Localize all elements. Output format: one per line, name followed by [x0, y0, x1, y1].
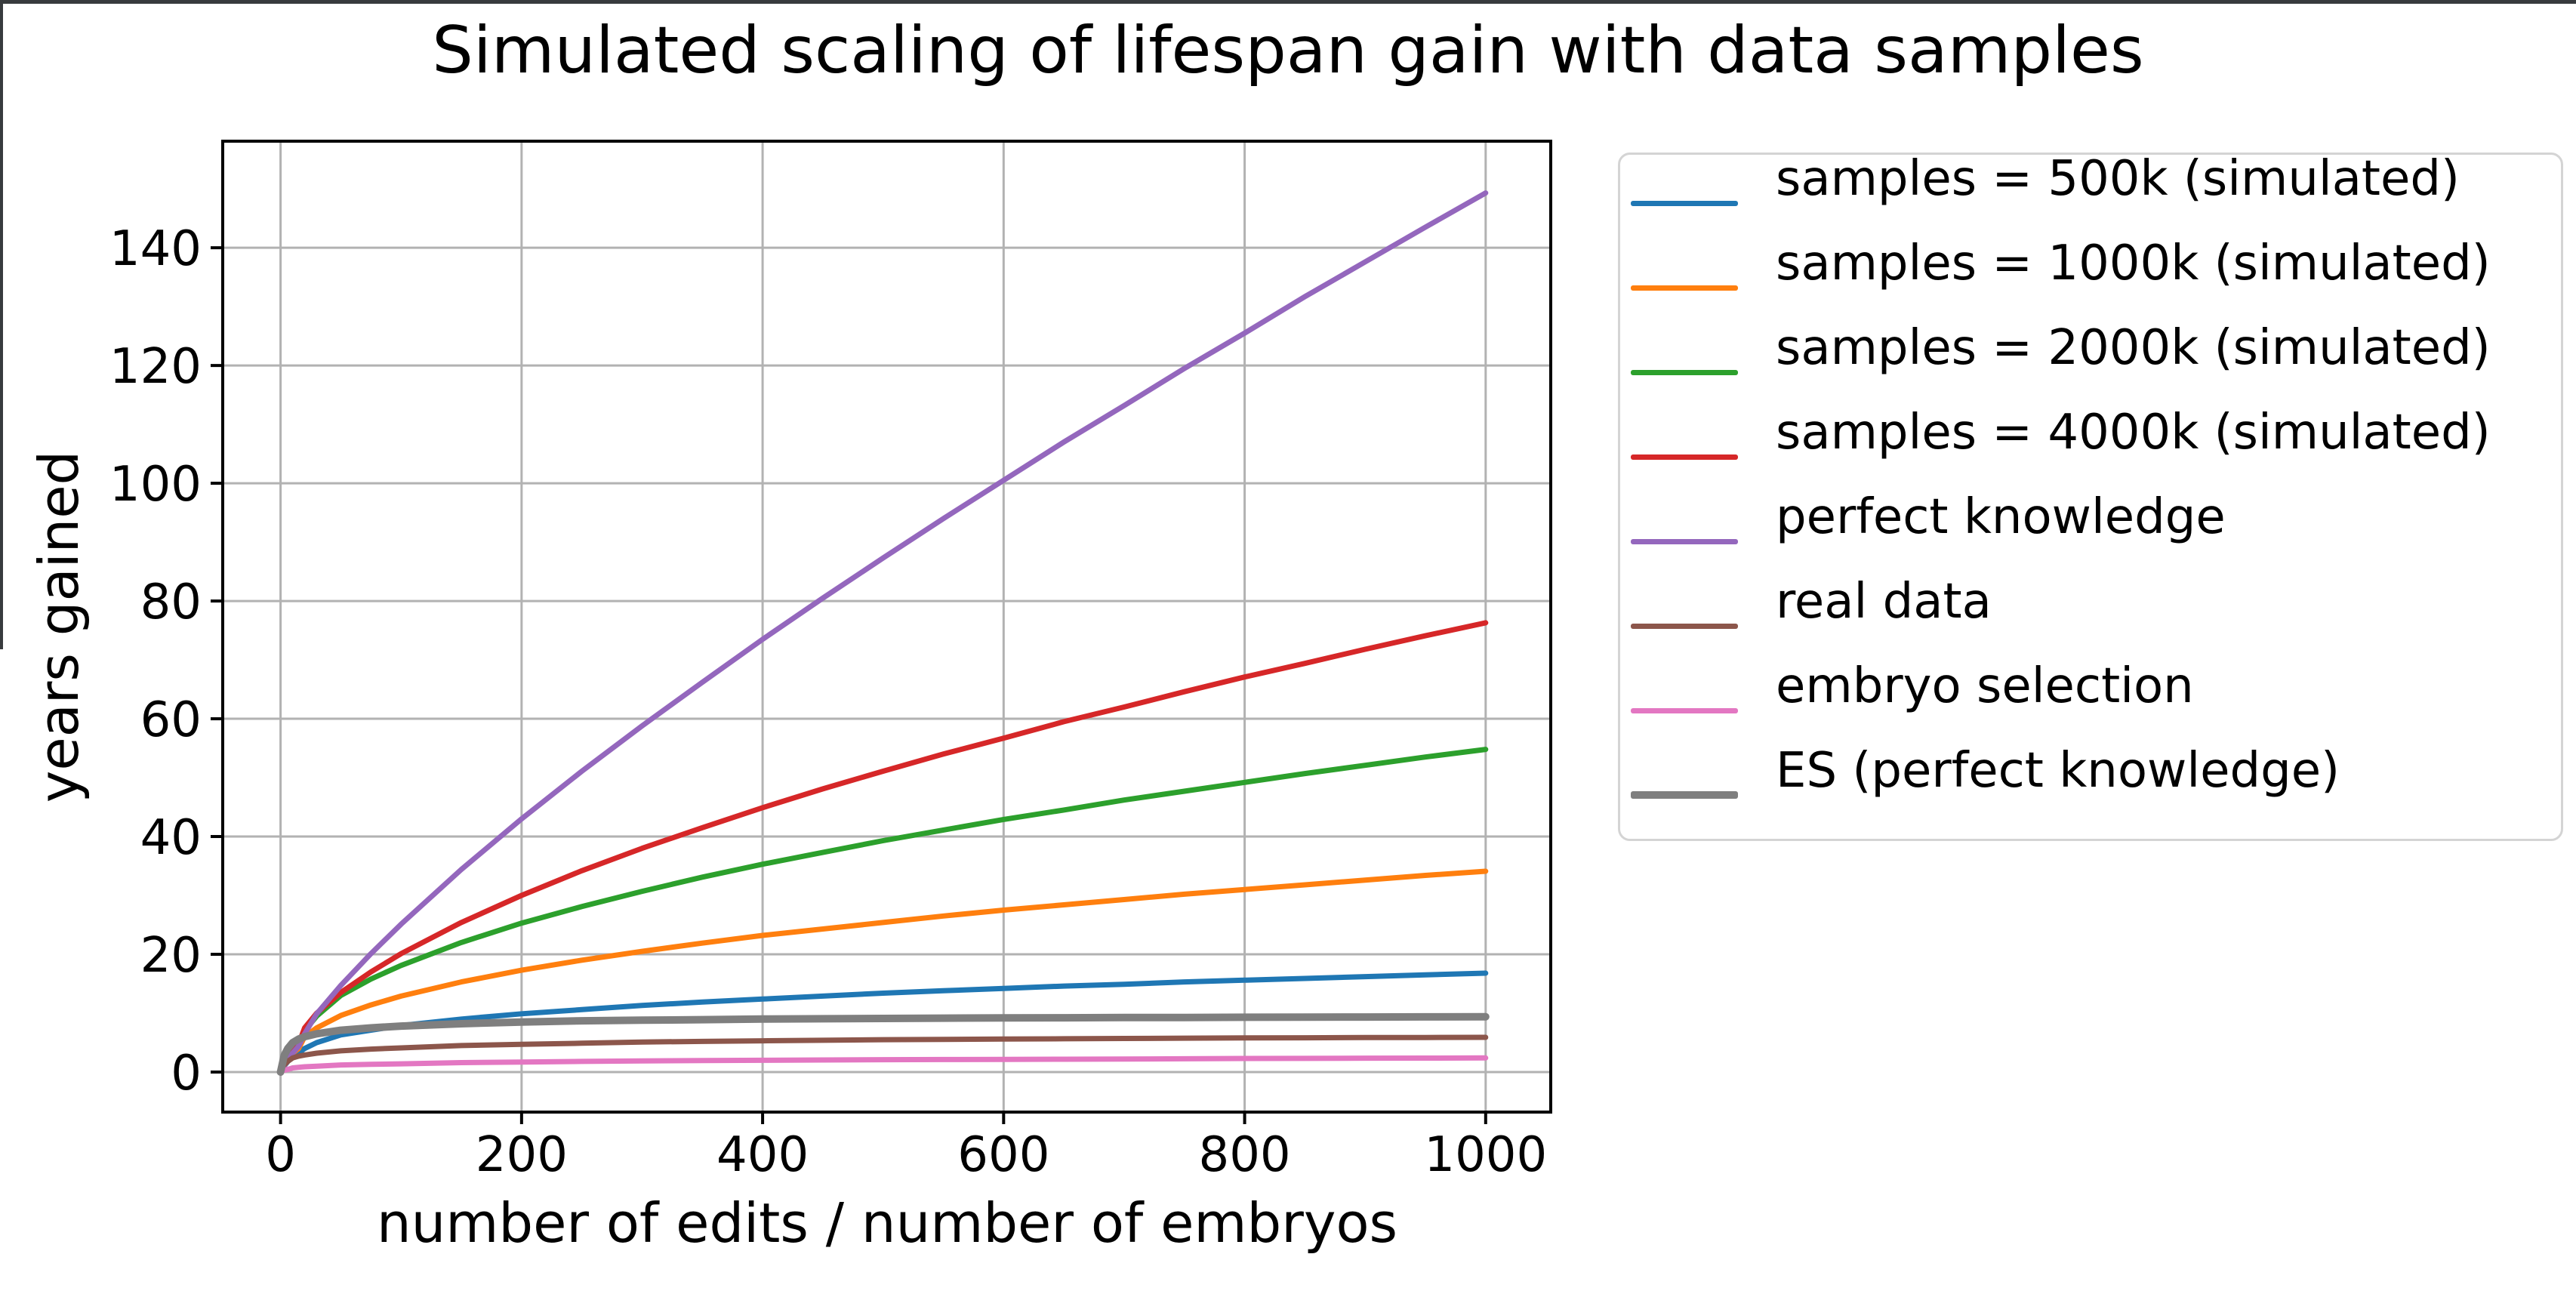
- legend-label: samples = 1000k (simulated): [1776, 236, 2491, 291]
- y-tick-label: 100: [109, 457, 202, 513]
- legend: samples = 500k (simulated) samples = 1000…: [1618, 153, 2563, 841]
- y-tick-label: 60: [140, 692, 202, 748]
- chart-title: Simulated scaling of lifespan gain with …: [432, 13, 2144, 88]
- legend-label: ES (perfect knowledge): [1776, 743, 2340, 799]
- x-tick-label: 400: [716, 1127, 809, 1183]
- legend-swatch-line: [1631, 791, 1738, 799]
- x-axis-label: number of edits / number of embryos: [376, 1191, 1398, 1255]
- x-tick-label: 800: [1198, 1127, 1290, 1183]
- x-tick-label: 0: [265, 1127, 296, 1183]
- legend-swatch-line: [1631, 623, 1738, 629]
- x-tick-label: 200: [476, 1127, 568, 1183]
- y-tick-label: 120: [109, 339, 202, 395]
- legend-swatch-line: [1631, 538, 1738, 544]
- legend-label: samples = 2000k (simulated): [1776, 320, 2491, 376]
- y-tick-label: 40: [140, 810, 202, 866]
- window-top-edge: [0, 0, 2576, 4]
- x-tick-label: 600: [957, 1127, 1049, 1183]
- y-tick-label: 0: [171, 1046, 202, 1102]
- y-tick-label: 20: [140, 928, 202, 984]
- legend-label: perfect knowledge: [1776, 489, 2226, 545]
- y-tick-label: 140: [109, 221, 202, 277]
- series-line-6: [278, 1034, 1489, 1075]
- series-line-4: [278, 620, 1489, 1075]
- legend-label: samples = 500k (simulated): [1776, 151, 2460, 207]
- legend-label: real data: [1776, 574, 1992, 630]
- x-tick-label: 1000: [1424, 1127, 1547, 1183]
- legend-swatch-line: [1631, 285, 1738, 291]
- series-line-1: [278, 970, 1489, 1075]
- y-axis-label: years gained: [27, 450, 91, 803]
- axes-box: [221, 140, 1552, 1114]
- legend-swatch-line: [1631, 369, 1738, 375]
- window-left-edge: [0, 0, 3, 649]
- legend-label: samples = 4000k (simulated): [1776, 405, 2491, 461]
- legend-swatch-line: [1631, 454, 1738, 460]
- series-line-8: [276, 1012, 1490, 1076]
- series-line-7: [278, 1055, 1489, 1075]
- legend-label: embryo selection: [1776, 658, 2194, 714]
- legend-swatch-line: [1631, 200, 1738, 206]
- y-tick-label: 80: [140, 575, 202, 630]
- legend-swatch-line: [1631, 707, 1738, 713]
